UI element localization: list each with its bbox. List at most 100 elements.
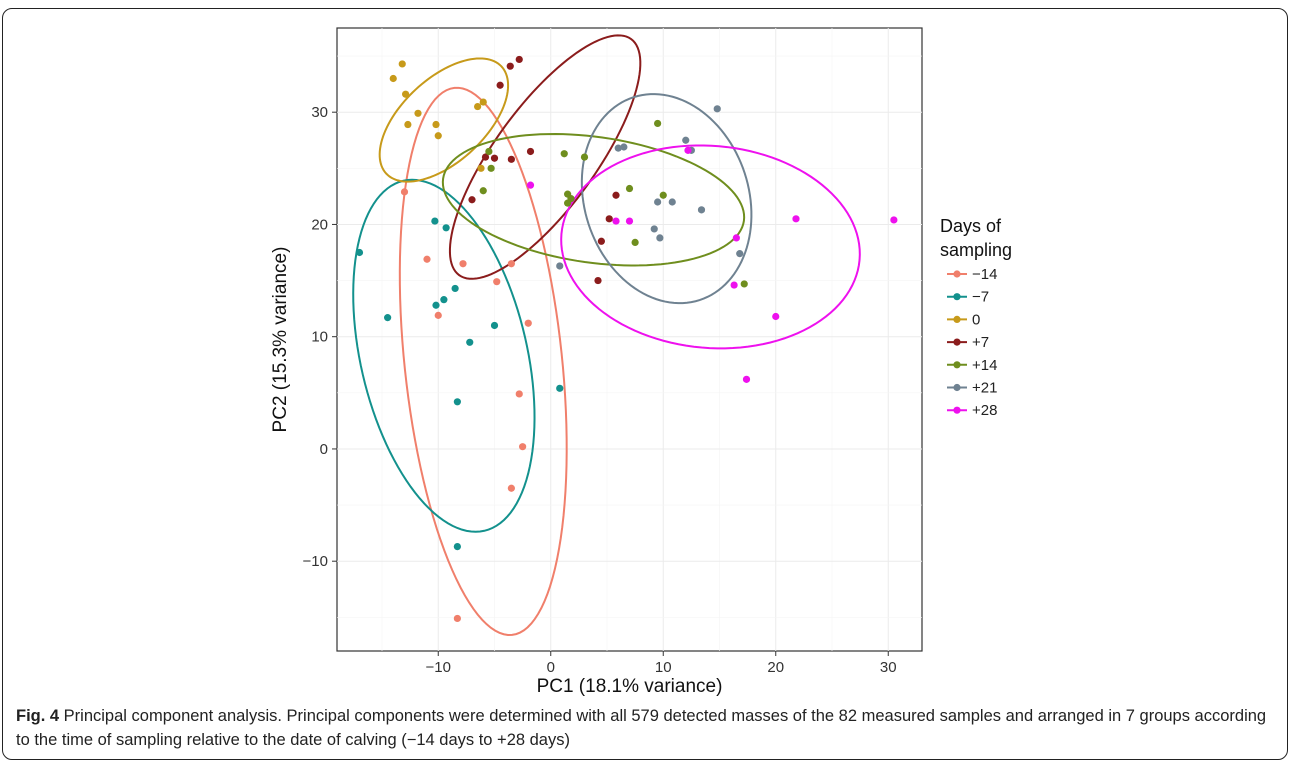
gridlines (337, 28, 922, 651)
data-point (668, 198, 676, 206)
data-point (479, 98, 487, 106)
data-point (730, 281, 738, 289)
confidence-ellipse (441, 133, 746, 267)
data-point (453, 614, 461, 623)
x-axis-ticks: −10 0 10 20 30 (426, 651, 897, 676)
legend-key-point (953, 406, 961, 414)
y-tick-label: 20 (311, 216, 328, 233)
data-point (432, 120, 440, 129)
y-axis-label: PC2 (15.3% variance) (270, 247, 291, 433)
data-point (404, 120, 412, 129)
data-point (496, 81, 504, 89)
data-point (432, 301, 440, 309)
x-tick-label: 10 (655, 659, 672, 676)
data-point (355, 248, 364, 257)
data-point (654, 119, 662, 128)
data-point (526, 181, 535, 189)
legend-key-point (953, 315, 961, 323)
data-point (487, 164, 495, 172)
data-point (625, 217, 634, 225)
x-axis-label: PC1 (18.1% variance) (537, 676, 723, 697)
x-tick-label: 30 (880, 659, 897, 676)
data-point (597, 237, 605, 245)
data-point (650, 225, 658, 233)
data-point (474, 102, 482, 111)
data-point (614, 144, 622, 152)
confidence-ellipse (448, 34, 642, 280)
data-point (736, 250, 744, 258)
figure-frame (2, 8, 1288, 760)
data-point (481, 153, 490, 161)
data-point (631, 238, 639, 247)
data-point (490, 154, 499, 162)
data-point (400, 188, 409, 196)
data-point (580, 153, 589, 161)
data-point (507, 484, 515, 492)
data-point (567, 195, 575, 203)
figure-caption: Fig. 4 Principal component analysis. Pri… (16, 704, 1276, 752)
data-points (355, 55, 898, 623)
y-tick-label: 30 (311, 104, 328, 121)
data-point (524, 319, 532, 327)
data-point (459, 260, 467, 268)
data-point (792, 215, 800, 223)
data-point (515, 390, 523, 398)
data-point (466, 338, 474, 346)
data-point (485, 147, 493, 156)
group-ellipses (352, 34, 861, 636)
x-tick-label: 20 (767, 659, 784, 676)
data-point (659, 191, 667, 199)
data-point (740, 280, 748, 288)
caption-text: Principal component analysis. Principal … (16, 707, 1267, 749)
data-point (493, 278, 501, 286)
data-point (519, 443, 527, 451)
legend-label: 0 (972, 311, 980, 328)
x-tick-label: 0 (547, 659, 555, 676)
data-point (402, 90, 410, 98)
data-point (434, 311, 442, 319)
data-point (682, 136, 690, 144)
confidence-ellipse (560, 144, 861, 350)
data-point (556, 262, 564, 270)
legend-title-line-1: Days of (940, 216, 1002, 236)
data-point (434, 132, 442, 140)
data-point (772, 312, 780, 321)
data-point (654, 198, 662, 206)
data-point (453, 543, 461, 551)
data-point (468, 196, 476, 204)
legend-key-point (953, 270, 961, 278)
data-point (656, 234, 664, 242)
legend-label: +21 (972, 380, 997, 397)
data-point (453, 398, 461, 406)
data-point (431, 217, 439, 225)
data-point (389, 74, 397, 83)
legend-label: −7 (972, 289, 989, 306)
legend-key-point (953, 338, 961, 346)
data-point (620, 143, 628, 151)
plot-panel (336, 27, 923, 652)
legend-label: −14 (972, 266, 997, 283)
confidence-ellipse (352, 178, 536, 533)
data-point (560, 150, 568, 158)
data-point (684, 146, 692, 154)
data-point (451, 284, 459, 293)
legend-title-line-2: sampling (940, 240, 1012, 260)
data-point (612, 191, 620, 199)
legend-label: +7 (972, 334, 989, 351)
legend-key-point (953, 293, 961, 301)
data-point (697, 206, 706, 214)
y-tick-label: 10 (311, 329, 328, 346)
legend-label: +14 (972, 357, 997, 374)
pca-scatter-chart: −10 0 10 20 30 −10 0 10 20 30 PC1 (18.1% varianc… (270, 27, 1012, 697)
data-point (477, 164, 485, 172)
data-point (479, 187, 487, 195)
data-point (515, 55, 523, 64)
data-point (423, 255, 431, 263)
data-point (890, 216, 898, 224)
y-axis-ticks: −10 0 10 20 30 (303, 104, 337, 570)
legend-key-point (953, 361, 961, 369)
data-point (612, 217, 620, 225)
data-point (605, 215, 613, 223)
data-point (507, 260, 515, 268)
data-point (506, 62, 514, 70)
